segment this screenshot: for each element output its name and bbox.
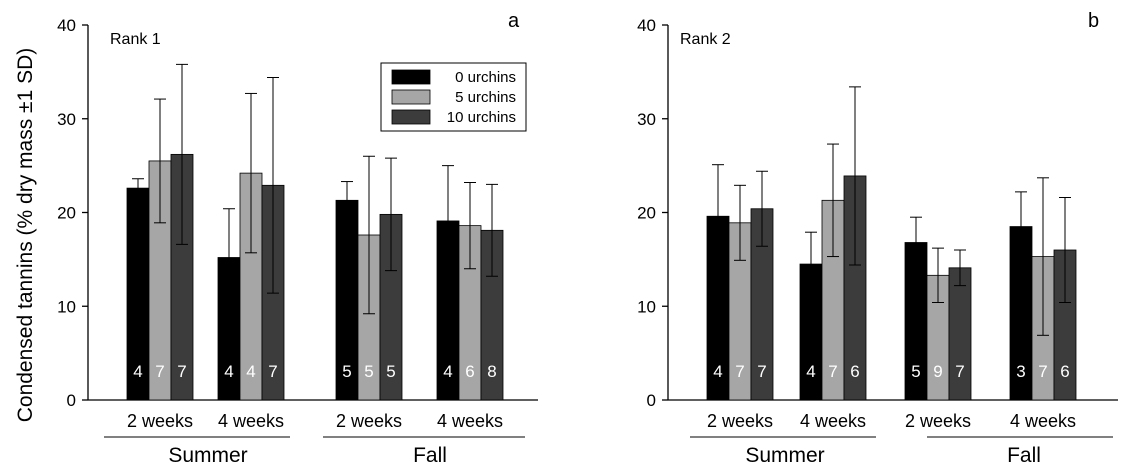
sample-size-label: 3 [1016, 362, 1025, 381]
sample-size-label: 6 [1060, 362, 1069, 381]
x-tick-label: 2 weeks [127, 411, 193, 431]
sample-size-label: 7 [955, 362, 964, 381]
sample-size-label: 7 [735, 362, 744, 381]
sample-size-label: 4 [443, 362, 452, 381]
y-tick-label: 30 [637, 110, 656, 129]
y-tick-label: 0 [67, 391, 76, 410]
sample-size-label: 6 [465, 362, 474, 381]
sample-size-label: 9 [933, 362, 942, 381]
panel-title: Rank 2 [680, 31, 731, 48]
sample-size-label: 7 [177, 362, 186, 381]
sample-size-label: 5 [386, 362, 395, 381]
sample-size-label: 7 [828, 362, 837, 381]
legend-swatch [391, 69, 431, 85]
sample-size-label: 6 [850, 362, 859, 381]
x-tick-label: 2 weeks [905, 411, 971, 431]
legend-label: 10 urchins [447, 109, 516, 126]
sample-size-label: 5 [364, 362, 373, 381]
y-tick-label: 30 [57, 110, 76, 129]
x-tick-label: 4 weeks [1010, 411, 1076, 431]
season-label: Fall [1007, 444, 1041, 467]
sample-size-label: 4 [713, 362, 722, 381]
y-tick-label: 10 [637, 297, 656, 316]
season-label: Summer [168, 444, 247, 467]
legend-swatch [391, 89, 431, 105]
y-tick-label: 0 [647, 391, 656, 410]
sample-size-label: 4 [246, 362, 255, 381]
x-tick-label: 2 weeks [336, 411, 402, 431]
sample-size-label: 5 [342, 362, 351, 381]
sample-size-label: 4 [806, 362, 815, 381]
sample-size-label: 7 [268, 362, 277, 381]
panel-letter: a [508, 10, 520, 32]
legend-swatch [391, 109, 431, 125]
x-tick-label: 2 weeks [707, 411, 773, 431]
panel-letter: b [1088, 10, 1099, 32]
y-tick-label: 40 [637, 16, 656, 35]
sample-size-label: 4 [133, 362, 142, 381]
sample-size-label: 5 [911, 362, 920, 381]
sample-size-label: 7 [1038, 362, 1047, 381]
sample-size-label: 4 [224, 362, 233, 381]
sample-size-label: 8 [487, 362, 496, 381]
x-tick-label: 4 weeks [218, 411, 284, 431]
sample-size-label: 7 [155, 362, 164, 381]
season-label: Summer [745, 444, 824, 467]
legend-label: 0 urchins [455, 69, 516, 86]
x-tick-label: 4 weeks [437, 411, 503, 431]
panel-title: Rank 1 [110, 31, 161, 48]
y-tick-label: 40 [57, 16, 76, 35]
y-tick-label: 20 [637, 204, 656, 223]
x-tick-label: 4 weeks [800, 411, 866, 431]
sample-size-label: 7 [757, 362, 766, 381]
y-tick-label: 20 [57, 204, 76, 223]
y-axis-title: Condensed tannins (% dry mass ±1 SD) [14, 48, 37, 423]
y-tick-label: 10 [57, 297, 76, 316]
season-label: Fall [413, 444, 447, 467]
legend: 0 urchins 5 urchins 10 urchins [380, 62, 527, 132]
legend-label: 5 urchins [455, 89, 516, 106]
